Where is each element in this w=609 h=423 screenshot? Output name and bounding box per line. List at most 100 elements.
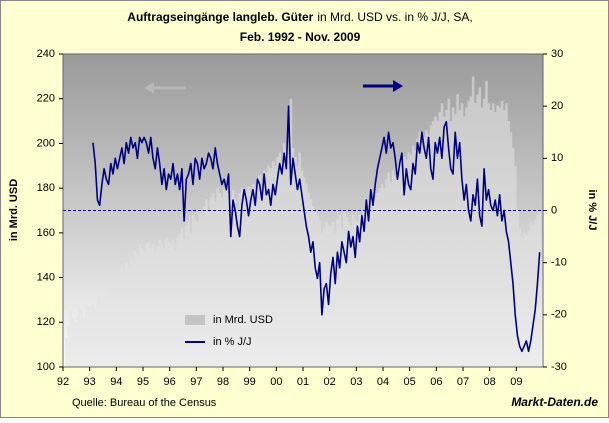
- line: [92, 105, 541, 353]
- legend-label: in Mrd. USD: [213, 314, 273, 326]
- bar: [249, 192, 253, 367]
- bar: [523, 232, 526, 367]
- bar: [247, 185, 250, 367]
- bar: [78, 308, 82, 367]
- bar: [198, 210, 202, 367]
- bar: [143, 250, 146, 367]
- bar: [525, 235, 528, 367]
- bar: [354, 219, 357, 367]
- bar: [340, 228, 344, 367]
- bar: [447, 98, 450, 367]
- legend-label: in % J/J: [213, 336, 252, 348]
- bar: [180, 228, 184, 367]
- bar: [271, 161, 275, 367]
- bar: [140, 248, 144, 367]
- bar: [409, 154, 413, 367]
- bar: [171, 239, 175, 367]
- bar: [454, 114, 457, 367]
- bar: [294, 156, 297, 367]
- bar: [329, 226, 333, 367]
- bar: [436, 121, 439, 367]
- x-tick-label: 04: [377, 376, 389, 388]
- bar: [334, 232, 337, 367]
- bar: [74, 322, 77, 367]
- bar: [114, 277, 117, 367]
- bar: [145, 244, 148, 367]
- title-bold: Auftragseingänge langleb. Güter: [127, 10, 313, 24]
- bar: [491, 103, 495, 367]
- bar: [149, 248, 153, 367]
- bar: [311, 206, 315, 367]
- x-tick-label: 97: [190, 376, 202, 388]
- bar: [231, 190, 235, 367]
- bar: [465, 107, 468, 368]
- bar: [85, 304, 88, 367]
- y2-tick-label: 10: [551, 152, 563, 164]
- bar: [107, 295, 110, 367]
- x-tick-label: 93: [84, 376, 96, 388]
- bar: [394, 176, 397, 367]
- bar: [349, 226, 353, 367]
- bar: [118, 273, 122, 367]
- bar: [318, 219, 322, 367]
- bar: [129, 257, 133, 367]
- x-tick-label: 00: [270, 376, 282, 388]
- bar: [211, 192, 215, 367]
- bar: [460, 103, 464, 367]
- bar: [434, 116, 437, 367]
- bar: [131, 259, 135, 367]
- bar: [398, 161, 402, 367]
- bar: [343, 210, 346, 367]
- bar: [427, 134, 430, 367]
- bar: [205, 199, 208, 367]
- bar: [416, 138, 419, 367]
- bar: [476, 94, 479, 367]
- bar: [489, 109, 493, 368]
- title-rest: in Mrd. USD vs. in % J/J, SA,: [317, 10, 472, 24]
- bar: [154, 250, 157, 367]
- bar: [151, 244, 155, 367]
- y-tick-label: 240: [37, 48, 55, 60]
- right-arrow: [363, 80, 403, 92]
- bar: [485, 80, 488, 367]
- x-tick-label: 99: [244, 376, 256, 388]
- bar: [158, 239, 162, 367]
- bar: [189, 232, 193, 367]
- bar: [103, 297, 106, 367]
- y2-tick-label: -30: [551, 361, 567, 373]
- bar: [423, 136, 426, 367]
- x-tick-label: 95: [137, 376, 149, 388]
- bar: [518, 228, 522, 367]
- bar: [374, 197, 377, 367]
- bar: [156, 246, 159, 367]
- bar: [445, 109, 448, 368]
- bar: [316, 214, 319, 367]
- bar: [236, 210, 239, 367]
- bar: [243, 194, 246, 367]
- bar: [100, 302, 104, 367]
- x-tick-label: 09: [510, 376, 522, 388]
- bar: [178, 232, 182, 367]
- bar: [331, 221, 335, 367]
- bar: [389, 181, 393, 367]
- bar: [527, 230, 530, 367]
- bar: [458, 109, 462, 368]
- bar: [425, 130, 428, 367]
- bar: [229, 197, 233, 367]
- bar: [500, 100, 504, 367]
- bar: [214, 201, 217, 367]
- bar: [69, 311, 73, 367]
- y2-tick-label: 20: [551, 100, 563, 112]
- bar: [238, 192, 242, 367]
- bar: [183, 239, 186, 367]
- bar: [245, 190, 248, 367]
- bar: [136, 255, 139, 367]
- bar: [478, 87, 482, 368]
- x-tick-label: 98: [217, 376, 229, 388]
- bar: [216, 188, 219, 367]
- bar: [218, 192, 222, 367]
- y2-tick-label: 30: [551, 48, 563, 60]
- bar: [531, 226, 535, 367]
- bar: [440, 103, 444, 367]
- bar: [325, 221, 328, 367]
